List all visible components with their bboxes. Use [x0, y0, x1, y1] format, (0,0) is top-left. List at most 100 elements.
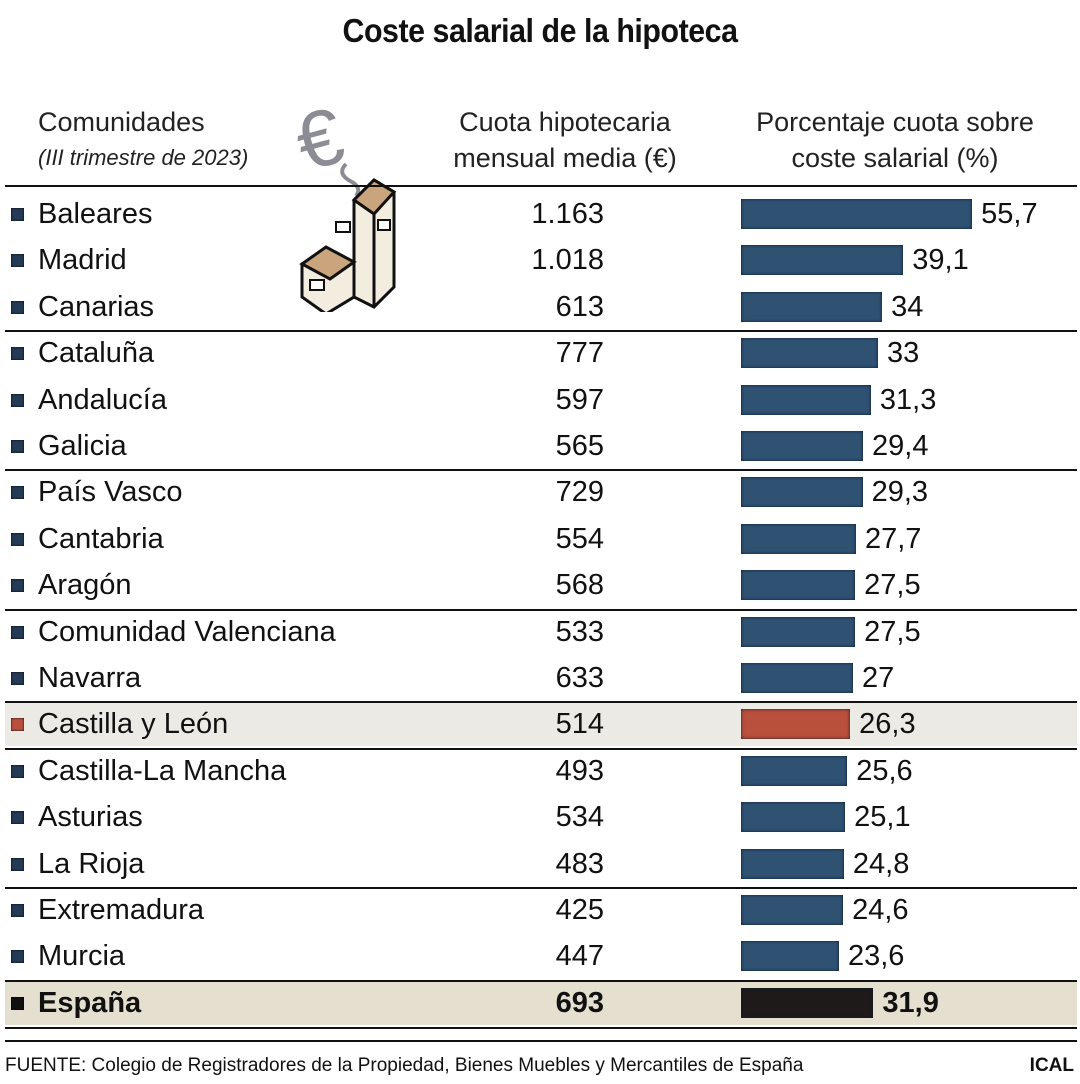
- group-divider: [5, 608, 1077, 611]
- bar: [741, 384, 871, 415]
- row-marker: [11, 347, 24, 361]
- region-name: País Vasco: [38, 476, 183, 509]
- cuota-value: 483: [555, 847, 604, 880]
- group-divider: [5, 747, 1077, 750]
- cuota-value: 425: [555, 894, 604, 926]
- group-divider: [5, 979, 1077, 982]
- table-row: Murcia 447 23,6: [5, 934, 1077, 978]
- bar: [741, 245, 904, 276]
- table-row: La Rioja 483 24,8: [5, 842, 1077, 886]
- cuota-value: 729: [555, 476, 604, 509]
- row-marker: [11, 997, 24, 1010]
- bar-value-label: 26,3: [859, 708, 916, 741]
- cuota-value: 1.018: [531, 244, 604, 277]
- bar-value-label: 31,3: [879, 383, 937, 416]
- bar-value-label: 27: [862, 662, 895, 694]
- row-marker: [11, 950, 24, 964]
- bar: [741, 523, 856, 554]
- bar: [741, 477, 863, 508]
- region-name: Galicia: [38, 430, 127, 462]
- region-name: Cantabria: [38, 522, 164, 555]
- bar-value-label: 31,9: [882, 987, 939, 1019]
- header-region-label: Comunidades: [38, 107, 205, 137]
- bar: [741, 802, 846, 833]
- group-divider: [5, 701, 1077, 704]
- region-name: Comunidad Valenciana: [38, 615, 336, 648]
- bar-value-label: 39,1: [912, 244, 969, 277]
- table-row: Navarra 633 27: [5, 656, 1077, 700]
- header-porcentaje: Porcentaje cuota sobre coste salarial (%…: [756, 107, 1034, 173]
- total-divider: [5, 1027, 1077, 1029]
- cuota-value: 493: [555, 754, 604, 787]
- region-name: Canarias: [38, 290, 155, 323]
- row-marker: [11, 718, 24, 732]
- bar-value-label: 29,4: [872, 430, 929, 462]
- cuota-value: 597: [555, 383, 604, 416]
- row-marker: [11, 440, 24, 453]
- group-divider: [5, 887, 1077, 889]
- table-row: Cataluña 777 33: [5, 331, 1077, 375]
- header-period: (III trimestre de 2023): [38, 145, 249, 170]
- region-name: Asturias: [38, 801, 143, 834]
- group-divider: [5, 469, 1077, 472]
- header-region: Comunidades (III trimestre de 2023): [38, 104, 248, 176]
- bar: [741, 616, 856, 647]
- bar-value-label: 33: [886, 337, 920, 370]
- cuota-value: 693: [555, 987, 604, 1019]
- bar: [741, 663, 854, 693]
- cuota-value: 777: [555, 337, 604, 370]
- bar-value-label: 23,6: [847, 940, 905, 973]
- cuota-value: 1.163: [531, 198, 604, 230]
- cuota-value: 514: [555, 708, 604, 741]
- source-note: FUENTE: Colegio de Registradores de la P…: [5, 1055, 804, 1076]
- row-marker: [11, 300, 24, 314]
- header-cuota: Cuota hipotecaria mensual media (€): [453, 107, 677, 173]
- table-row: Canarias 613 34: [5, 285, 1077, 329]
- region-name: Extremadura: [38, 894, 205, 926]
- cuota-value: 565: [555, 430, 604, 462]
- bar: [741, 291, 883, 322]
- row-marker: [11, 579, 24, 593]
- row-marker: [11, 532, 24, 546]
- bar: [741, 199, 973, 229]
- table-row: Baleares 1.163 55,7: [5, 192, 1077, 236]
- region-name: Murcia: [38, 940, 126, 973]
- cuota-value: 554: [555, 522, 604, 555]
- bar-value-label: 24,6: [852, 894, 909, 926]
- row-marker: [11, 904, 24, 917]
- bar-value-label: 55,7: [981, 198, 1038, 230]
- row-marker: [11, 857, 24, 871]
- row-marker: [11, 625, 24, 639]
- region-name: Aragón: [38, 569, 132, 602]
- bar: [741, 570, 856, 601]
- table-row: Madrid 1.018 39,1: [5, 238, 1077, 282]
- region-name: España: [38, 987, 142, 1019]
- region-name: La Rioja: [38, 847, 145, 880]
- region-name: Castilla-La Mancha: [38, 754, 287, 787]
- bar: [741, 848, 844, 879]
- bar-value-label: 25,6: [856, 754, 913, 787]
- bar-value-label: 27,5: [864, 615, 921, 648]
- table-row: Andalucía 597 31,3: [5, 378, 1077, 422]
- row-marker: [11, 764, 24, 778]
- region-name: Andalucía: [38, 383, 167, 416]
- bar: [741, 431, 863, 461]
- bar-value-label: 29,3: [871, 476, 929, 509]
- bar-value-label: 24,8: [852, 847, 910, 880]
- header-divider: [5, 185, 1077, 187]
- row-marker: [11, 672, 24, 685]
- cuota-value: 568: [555, 569, 604, 602]
- table-row: Castilla y León 514 26,3: [5, 702, 1077, 747]
- table-row: Extremadura 425 24,6: [5, 888, 1077, 932]
- row-marker: [11, 254, 24, 268]
- region-name: Madrid: [38, 244, 127, 277]
- cuota-value: 633: [555, 662, 604, 694]
- bar-value-label: 25,1: [854, 801, 911, 834]
- table-row: España 693 31,9: [5, 981, 1077, 1025]
- cuota-value: 447: [555, 940, 604, 973]
- bar-value-label: 34: [891, 290, 924, 323]
- bar: [741, 709, 851, 740]
- bar: [741, 755, 848, 786]
- bar-value-label: 27,7: [864, 522, 922, 555]
- bar: [741, 941, 839, 972]
